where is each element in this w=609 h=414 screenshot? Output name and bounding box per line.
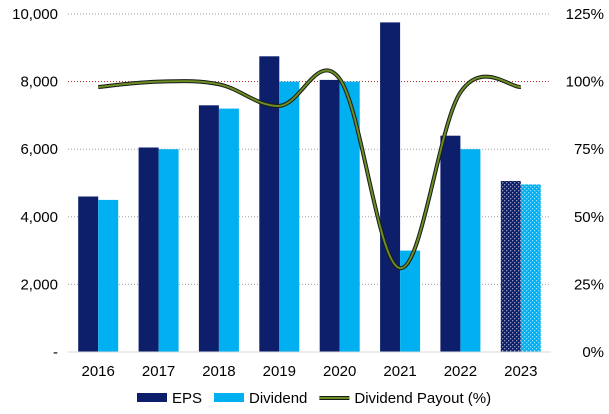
legend-item-dividend: Dividend (214, 390, 307, 407)
legend-label: Dividend Payout (%) (354, 390, 491, 407)
left-tick-label: 6,000 (20, 141, 58, 158)
bar-eps-2018 (198, 105, 219, 352)
bar-dividend-2016 (98, 199, 119, 352)
x-tick-label-2022: 2022 (444, 363, 477, 380)
x-tick-label-2021: 2021 (383, 363, 416, 380)
bar-eps-2016 (78, 196, 99, 352)
bar-eps-2021 (380, 22, 401, 353)
bars (78, 22, 541, 353)
legend-item-dividend-payout-: Dividend Payout (%) (319, 390, 491, 407)
legend: EPS Dividend Dividend Payout (%) (137, 390, 491, 407)
bar-dividend-2017 (158, 149, 179, 352)
payout-line (98, 68, 522, 271)
left-tick-label: 10,000 (12, 6, 58, 23)
right-tick-label: 50% (574, 209, 604, 226)
legend-swatch (137, 393, 167, 402)
legend-label: Dividend (249, 390, 307, 407)
left-tick-label: 8,000 (20, 74, 58, 91)
x-tick-label-2016: 2016 (82, 363, 115, 380)
payout-line-path (98, 69, 521, 270)
right-tick-label: 125% (566, 6, 604, 23)
left-tick-label: 2,000 (20, 276, 58, 293)
bar-dividend-2022 (460, 149, 481, 352)
x-tick-label-2019: 2019 (263, 363, 296, 380)
bar-eps-2022 (440, 135, 461, 352)
legend-label: EPS (172, 390, 202, 407)
left-tick-label: 4,000 (20, 209, 58, 226)
bar-eps-2020 (319, 79, 340, 353)
bar-dividend-2018 (218, 108, 239, 352)
bar-dividend-2020 (339, 81, 360, 352)
bar-dividend-2019 (279, 81, 300, 352)
bar-eps-2023 (500, 181, 521, 352)
legend-swatch (214, 393, 245, 402)
right-tick-label: 0% (582, 344, 604, 361)
bar-dividend-2021 (400, 250, 421, 352)
x-tick-label-2018: 2018 (202, 363, 235, 380)
bar-eps-2017 (138, 147, 159, 352)
x-tick-label-2020: 2020 (323, 363, 356, 380)
left-axis-ticks: - 2,000 4,000 6,000 8,000 10,000 (12, 6, 58, 361)
legend-item-eps: EPS (137, 390, 202, 407)
x-tick-label-2023: 2023 (504, 363, 537, 380)
right-tick-label: 25% (574, 276, 604, 293)
right-tick-label: 75% (574, 141, 604, 158)
left-tick-label: - (53, 344, 58, 361)
right-tick-label: 100% (566, 74, 604, 91)
right-axis-ticks: 0% 25% 50% 75% 100% 125% (566, 6, 604, 361)
x-tick-label-2017: 2017 (142, 363, 175, 380)
bar-eps-2019 (259, 56, 280, 353)
bar-dividend-2023 (520, 184, 541, 352)
x-axis-ticks: 2016 2017 2018 2019 2020 2021 2022 2023 (82, 363, 538, 380)
